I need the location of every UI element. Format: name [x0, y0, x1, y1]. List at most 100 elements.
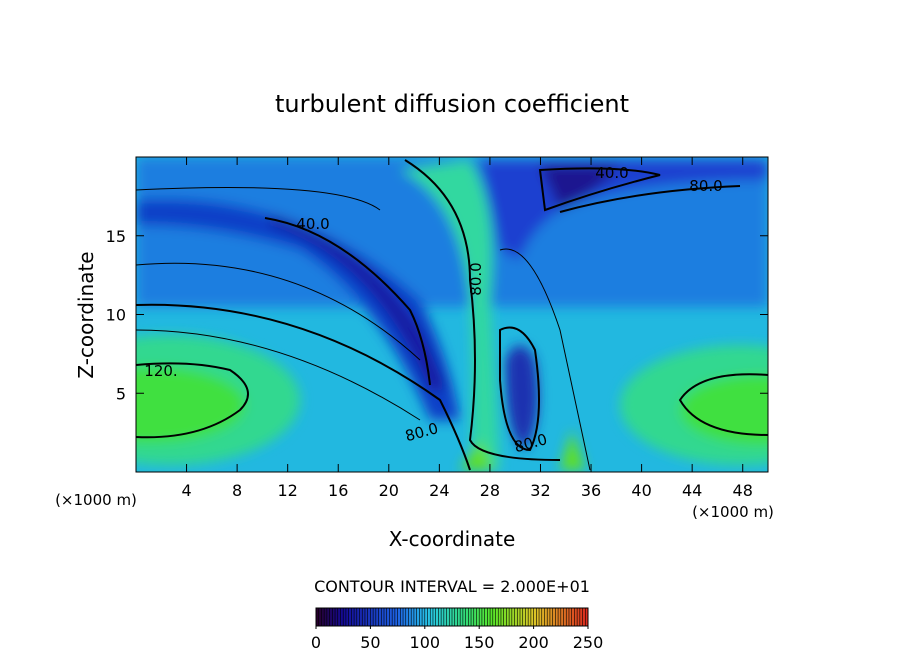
- colorbar-cell: [514, 608, 518, 626]
- colorbar-cell: [326, 608, 331, 626]
- colorbar-tick-label: 0: [311, 633, 321, 652]
- x-tick-label: 8: [232, 481, 242, 500]
- contour-label: 120.: [144, 362, 177, 380]
- colorbar-cell: [364, 608, 369, 626]
- x-tick-label: 20: [379, 481, 399, 500]
- colorbar-cell: [343, 608, 347, 626]
- colorbar-cell: [370, 608, 374, 626]
- colorbar-cell: [525, 608, 529, 626]
- colorbar-cell: [438, 608, 442, 626]
- x-tick-label: 32: [530, 481, 550, 500]
- y-tick-label: 5: [116, 384, 126, 403]
- colorbar-cell: [432, 608, 437, 626]
- colorbar-cell: [574, 608, 578, 626]
- colorbar-tick-label: 250: [573, 633, 604, 652]
- colorbar-cell: [403, 608, 407, 626]
- colorbar-cell: [560, 608, 565, 626]
- colorbar-cell: [533, 608, 537, 626]
- colorbar-cell: [498, 608, 502, 626]
- colorbar-cell: [430, 608, 434, 626]
- x-tick-label: 44: [682, 481, 702, 500]
- colorbar-cell: [400, 608, 404, 626]
- x-tick-label: 4: [181, 481, 191, 500]
- colorbar-cell: [511, 608, 516, 626]
- x-tick-label: 12: [278, 481, 298, 500]
- colorbar-cell: [318, 608, 322, 626]
- colorbar-cell: [381, 608, 385, 626]
- colorbar-cell: [481, 608, 486, 626]
- colorbar-cell: [416, 608, 420, 626]
- colorbar-cell: [351, 608, 355, 626]
- colorbar-cell: [541, 608, 545, 626]
- colorbar-cell: [413, 608, 418, 626]
- colorbar-cell: [585, 608, 589, 626]
- colorbar-cell: [373, 608, 377, 626]
- colorbar-frame: [315, 607, 589, 627]
- colorbar-cell: [468, 608, 472, 626]
- colorbar-cell: [354, 608, 358, 626]
- colorbar-cell: [397, 608, 401, 626]
- colorbar-cell: [392, 608, 396, 626]
- colorbar-cell: [435, 608, 439, 626]
- contour-label: 80.0: [689, 177, 722, 195]
- colorbar-cell: [530, 608, 535, 626]
- colorbar-cell: [441, 608, 445, 626]
- colorbar-cell: [419, 608, 423, 626]
- colorbar-cell: [549, 608, 554, 626]
- colorbar-cell: [555, 608, 559, 626]
- colorbar-tick-label: 150: [464, 633, 495, 652]
- colorbar-cell: [443, 608, 448, 626]
- contour-label: 80.0: [467, 262, 485, 295]
- colorbar-tick-label: 50: [360, 633, 380, 652]
- colorbar-cell: [452, 608, 456, 626]
- contour-label: 40.0: [595, 164, 628, 182]
- colorbar-cell: [563, 608, 567, 626]
- colorbar-cell: [460, 608, 464, 626]
- colorbar-cell: [476, 608, 480, 626]
- colorbar-cell: [539, 608, 543, 626]
- colorbar-cell: [528, 608, 532, 626]
- contour-field: [136, 157, 768, 472]
- colorbar-cell: [332, 608, 336, 626]
- colorbar-cell: [422, 608, 426, 626]
- colorbar-cell: [577, 608, 581, 626]
- colorbar-cell: [454, 608, 458, 626]
- colorbar-cell: [465, 608, 469, 626]
- colorbar-cell: [329, 608, 333, 626]
- colorbar-cell: [579, 608, 584, 626]
- colorbar-cell: [471, 608, 475, 626]
- x-tick-label: 48: [733, 481, 753, 500]
- colorbar-cell: [571, 608, 575, 626]
- colorbar-cell: [348, 608, 352, 626]
- colorbar-cell: [337, 608, 341, 626]
- colorbar-cell: [446, 608, 450, 626]
- colorbar-cell: [566, 608, 570, 626]
- colorbar-cell: [484, 608, 488, 626]
- colorbar-cell: [473, 608, 477, 626]
- colorbar-cell: [547, 608, 551, 626]
- y-tick-label: 10: [106, 306, 126, 325]
- colorbar-tick-label: 100: [410, 633, 441, 652]
- x-unit: (×1000 m): [692, 503, 774, 521]
- colorbar-cell: [362, 608, 366, 626]
- colorbar-cell: [345, 608, 350, 626]
- colorbar-cell: [495, 608, 499, 626]
- x-tick-label: 40: [631, 481, 651, 500]
- colorbar-cell: [389, 608, 393, 626]
- colorbar-cell: [520, 608, 524, 626]
- colorbar-cell: [321, 608, 325, 626]
- colorbar-cell: [340, 608, 344, 626]
- colorbar-cell: [411, 608, 415, 626]
- colorbar-cell: [457, 608, 461, 626]
- colorbar-cell: [394, 608, 399, 626]
- chart-title: turbulent diffusion coefficient: [275, 90, 629, 118]
- x-tick-label: 24: [429, 481, 449, 500]
- colorbar-cell: [544, 608, 548, 626]
- colorbar-cell: [359, 608, 363, 626]
- colorbar-cell: [408, 608, 412, 626]
- colorbar-cell: [384, 608, 388, 626]
- colorbar-cell: [582, 608, 586, 626]
- colorbar-cell: [335, 608, 339, 626]
- colorbar-cell: [522, 608, 526, 626]
- colorbar-cell: [509, 608, 513, 626]
